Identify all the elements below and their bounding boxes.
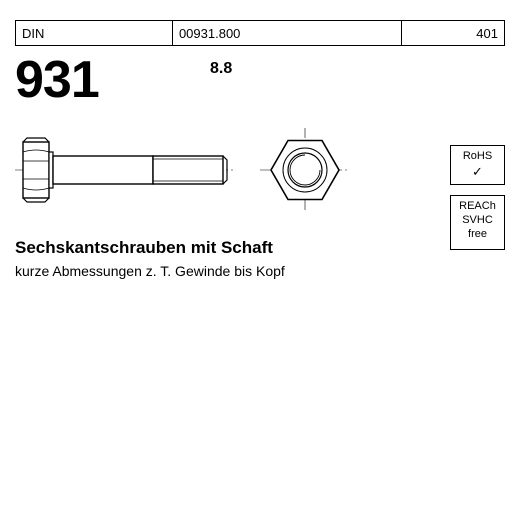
din-number: 931: [15, 50, 505, 110]
reach-badge: REACh SVHC free: [450, 195, 505, 250]
header-cell-standard: DIN: [16, 21, 173, 46]
strength-class: 8.8: [210, 60, 232, 78]
reach-line1: REACh: [453, 200, 502, 214]
rohs-badge: RoHS ✓: [450, 145, 505, 185]
rohs-label: RoHS: [453, 150, 502, 164]
reach-line2: SVHC: [453, 214, 502, 228]
product-subtitle: kurze Abmessungen z. T. Gewinde bis Kopf: [15, 263, 285, 279]
reach-line3: free: [453, 228, 502, 242]
rohs-check-icon: ✓: [453, 164, 502, 180]
bolt-diagram: [15, 120, 385, 220]
product-title: Sechskantschrauben mit Schaft: [15, 238, 273, 258]
header-table: DIN 00931.800 401: [15, 20, 505, 46]
header-cell-code: 00931.800: [172, 21, 401, 46]
header-cell-right: 401: [402, 21, 505, 46]
